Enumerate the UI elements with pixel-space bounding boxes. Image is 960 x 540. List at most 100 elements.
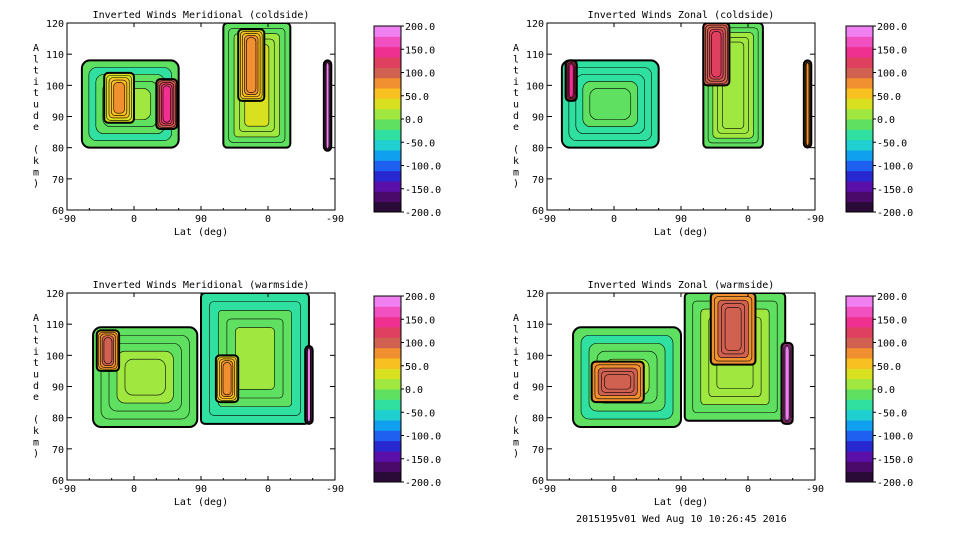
colorbar-segment: [846, 368, 873, 380]
colorbar-tick-label: -100.0: [405, 432, 441, 443]
x-tick-label: -90: [58, 484, 76, 495]
footer-timestamp: 2015195v01 Wed Aug 10 10:26:45 2016: [576, 514, 787, 525]
colorbar-segment: [846, 306, 873, 318]
colorbar-segment: [374, 160, 401, 172]
x-tick-label: 0: [131, 214, 137, 225]
contour-region: [589, 88, 632, 121]
colorbar-segment: [374, 347, 401, 359]
y-tick-label: 60: [52, 476, 64, 487]
colorbar: 200.0 150.0 100.0 50.0 0.0 -50.0 -100.0 -150.0 -…: [373, 22, 441, 219]
colorbar-segment: [846, 347, 873, 359]
colorbar-tick-label: 0.0: [877, 115, 895, 126]
contour-region: [162, 85, 171, 123]
colorbar-segment: [374, 77, 401, 89]
colorbar-segment: [846, 378, 873, 390]
colorbar-tick-label: 150.0: [405, 315, 435, 326]
x-tick-label: -90: [538, 214, 556, 225]
colorbar-segment: [374, 296, 401, 307]
x-tick-label: 90: [675, 214, 687, 225]
colorbar-segment: [846, 430, 873, 442]
colorbar-tick-label: 150.0: [877, 45, 907, 56]
colorbar-segment: [374, 191, 401, 203]
y-tick-label: 120: [526, 289, 544, 300]
x-tick-label: 90: [195, 214, 207, 225]
y-tick-label: 100: [526, 81, 544, 92]
y-tick-label: 90: [532, 113, 544, 124]
colorbar-segment: [846, 191, 873, 203]
colorbar-tick-label: -100.0: [877, 162, 913, 173]
x-tick-label: -90: [58, 214, 76, 225]
colorbar-segment: [374, 67, 401, 79]
colorbar-segment: [374, 461, 401, 473]
colorbar-tick-label: -100.0: [877, 432, 913, 443]
colorbar-segment: [846, 67, 873, 79]
colorbar-segment: [846, 409, 873, 421]
x-tick-label: 0: [265, 484, 271, 495]
y-tick-label: 90: [52, 113, 64, 124]
colorbar-segment: [846, 181, 873, 192]
x-tick-label: -90: [806, 214, 824, 225]
colorbar-tick-label: -200.0: [877, 478, 913, 489]
colorbar-segment: [374, 108, 401, 120]
y-tick-label: 100: [46, 81, 64, 92]
colorbar: 200.0 150.0 100.0 50.0 0.0 -50.0 -100.0 -150.0 -…: [845, 22, 913, 219]
contour-region: [604, 374, 632, 390]
colorbar-segment: [846, 36, 873, 48]
colorbar-segment: [846, 26, 873, 37]
colorbar-tick-label: -150.0: [877, 455, 913, 466]
contour-region: [724, 306, 742, 351]
colorbar-segment: [846, 440, 873, 452]
colorbar-tick-label: 100.0: [877, 339, 907, 350]
contour-region: [307, 348, 311, 422]
colorbar-segment: [846, 337, 873, 349]
x-tick-label: -90: [538, 484, 556, 495]
colorbar-tick-label: 50.0: [877, 92, 901, 103]
y-tick-label: 90: [532, 383, 544, 394]
colorbar-segment: [374, 88, 401, 99]
y-tick-label: 80: [532, 414, 544, 425]
chart-title: Inverted Winds Zonal (warmside): [588, 280, 775, 291]
y-tick-label: 120: [46, 19, 64, 30]
colorbar-tick-label: 50.0: [405, 362, 429, 373]
contour-region: [325, 62, 330, 149]
colorbar-tick-label: -200.0: [405, 208, 441, 219]
colorbar-segment: [374, 327, 401, 338]
y-tick-label: 110: [526, 50, 544, 61]
x-axis-label: Lat (deg): [174, 497, 228, 508]
colorbar-segment: [846, 420, 873, 431]
x-tick-label: -90: [326, 214, 344, 225]
y-tick-label: 70: [532, 175, 544, 186]
x-axis-label: Lat (deg): [654, 497, 708, 508]
y-tick-label: 120: [46, 289, 64, 300]
y-tick-label: 80: [532, 144, 544, 155]
colorbar-segment: [846, 389, 873, 400]
contour-region: [568, 63, 574, 98]
colorbar-segment: [374, 451, 401, 462]
colorbar-segment: [846, 327, 873, 338]
x-tick-label: 90: [675, 484, 687, 495]
colorbar-segment: [846, 451, 873, 462]
colorbar-segment: [846, 170, 873, 182]
colorbar-tick-label: -50.0: [405, 138, 435, 149]
colorbar-segment: [374, 430, 401, 442]
y-tick-label: 80: [52, 144, 64, 155]
colorbar-tick-label: -50.0: [405, 408, 435, 419]
contour-region: [805, 62, 810, 146]
colorbar-tick-label: 50.0: [405, 92, 429, 103]
colorbar: 200.0 150.0 100.0 50.0 0.0 -50.0 -100.0 -150.0 -…: [845, 292, 913, 489]
colorbar-segment: [374, 316, 401, 328]
colorbar-tick-label: 100.0: [877, 69, 907, 80]
x-tick-label: 90: [195, 484, 207, 495]
plot-area: [572, 293, 794, 429]
y-tick-label: 90: [52, 383, 64, 394]
colorbar-segment: [846, 77, 873, 89]
colorbar-segment: [374, 119, 401, 130]
contour-region: [103, 337, 113, 365]
colorbar-tick-label: -100.0: [405, 162, 441, 173]
colorbar-segment: [374, 46, 401, 58]
x-axis-label: Lat (deg): [174, 227, 228, 238]
colorbar-segment: [374, 358, 401, 369]
